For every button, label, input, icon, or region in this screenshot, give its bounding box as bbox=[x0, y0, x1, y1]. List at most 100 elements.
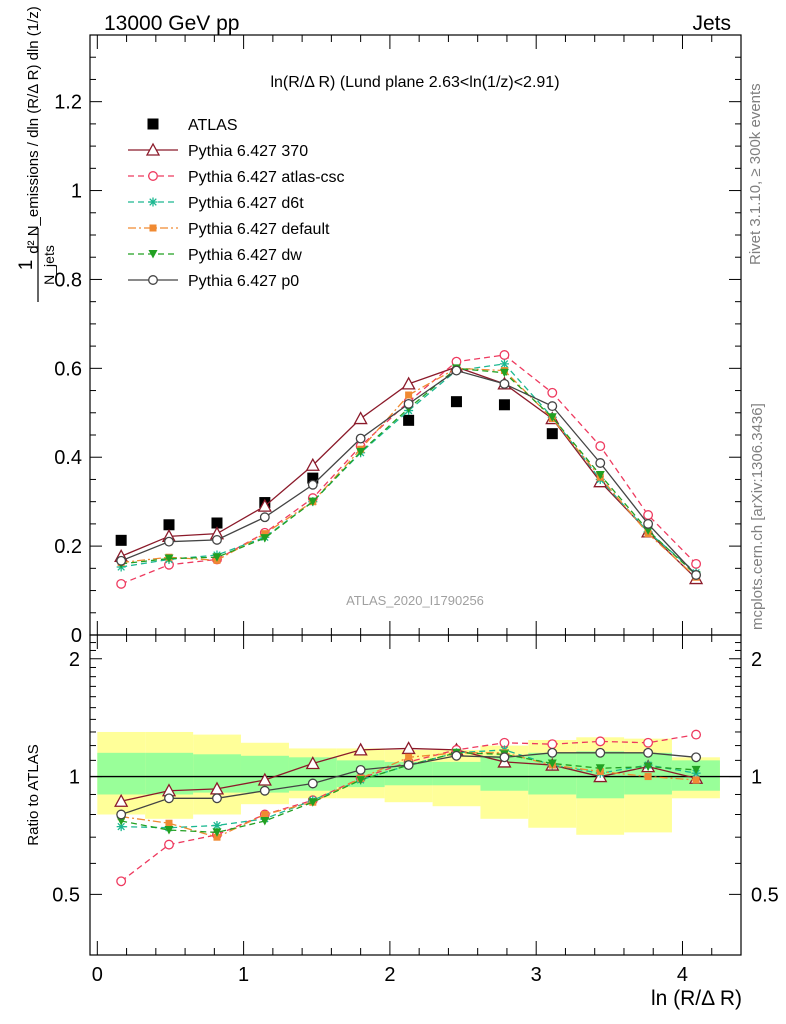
ratio-ylabel: Ratio to ATLAS bbox=[25, 744, 42, 845]
main-xticks bbox=[96, 35, 713, 635]
ratio-point-p370 bbox=[305, 756, 320, 770]
xaxis: 0 1 2 3 4 bbox=[92, 635, 713, 986]
legend-marker bbox=[148, 275, 158, 285]
main-series-default bbox=[117, 364, 700, 581]
xtick-label: 4 bbox=[677, 964, 688, 986]
main-ytick-label: 0.8 bbox=[54, 269, 82, 291]
ratio-point-default bbox=[213, 833, 221, 841]
data-point-p0 bbox=[212, 534, 222, 545]
data-point-p0 bbox=[691, 570, 702, 580]
ratio-point-p0 bbox=[164, 793, 174, 804]
header-process: Jets bbox=[692, 12, 731, 35]
main-ytick-label: 1 bbox=[71, 181, 82, 203]
main-marks bbox=[114, 350, 704, 589]
data-point-p0 bbox=[547, 401, 558, 412]
legend-item-p370: Pythia 6.427 370 bbox=[128, 142, 308, 160]
legend-label: Pythia 6.427 dw bbox=[188, 247, 302, 264]
data-point-dw bbox=[499, 368, 509, 378]
legend-marker bbox=[148, 250, 158, 259]
main-ytick-label: 1.2 bbox=[54, 92, 82, 114]
legend-item-default: Pythia 6.427 default bbox=[128, 221, 330, 238]
main-ylabel: 1 N_jets d² N_emissions / dln (R/Δ R) dl… bbox=[16, 6, 57, 302]
data-point-p0 bbox=[643, 518, 654, 529]
ratio-band-inner bbox=[384, 761, 433, 786]
ratio-point-p370 bbox=[401, 741, 416, 755]
ratio-point-p0 bbox=[259, 785, 270, 796]
ratio-point-default bbox=[692, 776, 700, 784]
ratio-bands bbox=[90, 731, 741, 835]
ratio-point-atlascsc bbox=[547, 739, 558, 750]
data-point-p0 bbox=[499, 378, 510, 389]
data-point-p0 bbox=[307, 479, 318, 490]
ratio-band-inner bbox=[432, 761, 481, 786]
ratio-point-dw bbox=[308, 798, 318, 807]
data-point-dw bbox=[547, 413, 557, 422]
main-panel: 0 0.2 0.4 0.6 0.8 1 1.2 ln(R/Δ R) (Lund plane … bbox=[54, 34, 742, 647]
data-point-atlascsc bbox=[499, 350, 510, 360]
ratio-point-p0 bbox=[116, 809, 127, 820]
data-point-default bbox=[261, 530, 269, 538]
data-point-data bbox=[115, 534, 127, 546]
ratio-point-dw bbox=[116, 816, 126, 826]
ratio-point-p0 bbox=[355, 764, 366, 775]
main-yaxis: 0 0.2 0.4 0.6 0.8 1 1.2 bbox=[54, 56, 741, 647]
ratio-ytick-label-right: 1 bbox=[751, 767, 762, 789]
ratio-point-dw bbox=[547, 759, 557, 768]
ratio-point-p370 bbox=[114, 793, 129, 807]
main-ytick-label: 0.6 bbox=[54, 358, 82, 380]
data-point-p0 bbox=[355, 433, 366, 444]
legend-label: Pythia 6.427 p0 bbox=[188, 273, 299, 290]
data-point-dw bbox=[164, 554, 174, 564]
ratio-point-atlascsc bbox=[116, 876, 127, 887]
legend-label: Pythia 6.427 atlas-csc bbox=[188, 169, 345, 186]
ratio-point-p370 bbox=[353, 742, 368, 756]
data-point-data bbox=[546, 428, 558, 440]
ratio-point-p0 bbox=[595, 747, 606, 758]
data-point-p0 bbox=[116, 555, 127, 566]
data-point-data bbox=[211, 517, 223, 529]
ratio-point-p0 bbox=[307, 778, 318, 789]
ratio-ytick-label: 2 bbox=[69, 649, 80, 671]
analysis-watermark: ATLAS_2020_I1790256 bbox=[346, 593, 484, 608]
data-point-data bbox=[403, 414, 415, 426]
ratio-point-p0 bbox=[643, 747, 654, 758]
main-ytick-label: 0.2 bbox=[54, 536, 82, 558]
legend-label: Pythia 6.427 370 bbox=[188, 143, 308, 160]
ratio-point-d6t bbox=[116, 822, 126, 832]
ratio-ytick-label-right: 2 bbox=[751, 649, 762, 671]
ratio-point-dw bbox=[164, 826, 174, 835]
legend-item-p0: Pythia 6.427 p0 bbox=[128, 273, 299, 290]
ratio-point-p370 bbox=[257, 772, 272, 786]
legend-label: Pythia 6.427 default bbox=[188, 221, 330, 238]
ratio-yaxis: 0.5 0.5 1 1 2 2 bbox=[52, 642, 779, 906]
data-point-p370 bbox=[401, 376, 416, 390]
xtick-label: 3 bbox=[531, 964, 542, 986]
ratio-point-p0 bbox=[212, 793, 222, 804]
legend-label: ATLAS bbox=[188, 117, 238, 134]
data-point-atlascsc bbox=[691, 558, 702, 569]
ratio-point-p0 bbox=[499, 752, 510, 763]
ratio-point-p0 bbox=[691, 752, 702, 763]
ratio-ytick-label-right: 0.5 bbox=[751, 884, 779, 906]
data-point-atlascsc bbox=[116, 578, 127, 589]
ratio-point-p0 bbox=[403, 760, 414, 771]
data-point-p0 bbox=[595, 458, 606, 468]
ratio-point-atlascsc bbox=[643, 737, 654, 748]
ratio-point-d6t bbox=[212, 820, 222, 830]
ratio-point-default bbox=[165, 819, 173, 827]
legend-label: Pythia 6.427 d6t bbox=[188, 195, 304, 212]
ratio-ytick-label: 0.5 bbox=[52, 884, 80, 906]
data-point-p370 bbox=[353, 411, 368, 425]
legend-item-d6t: Pythia 6.427 d6t bbox=[128, 195, 304, 212]
ratio-point-dw bbox=[356, 775, 366, 785]
legend-marker bbox=[148, 171, 158, 181]
data-point-p370 bbox=[305, 457, 320, 471]
ratio-point-atlascsc bbox=[691, 729, 702, 740]
data-point-atlascsc bbox=[595, 441, 606, 452]
ratio-ytick-label: 1 bbox=[69, 767, 80, 789]
ratio-point-default bbox=[261, 810, 269, 818]
ratio-point-default bbox=[644, 773, 652, 781]
data-point-dw bbox=[356, 447, 366, 457]
data-point-dw bbox=[643, 526, 653, 536]
ratio-frame bbox=[89, 634, 742, 956]
